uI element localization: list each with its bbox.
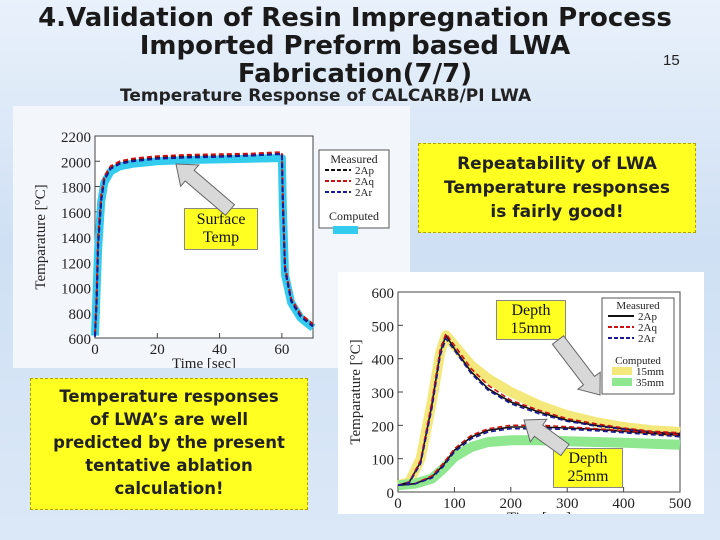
y-tick-label: 0: [387, 486, 395, 502]
prediction-line-5: calculation!: [114, 479, 224, 498]
surface-temp-tag: Surface Temp: [184, 208, 258, 250]
depth-15mm-tag: Depth 15mm: [496, 300, 566, 340]
measured-line-2Ar: [94, 153, 314, 337]
legend2-label-2Ap: 2Ap: [638, 311, 657, 323]
x-tick-label: 60: [274, 342, 289, 358]
y-tick-label: 1600: [61, 206, 91, 222]
x-tick-label: 400: [612, 496, 635, 512]
legend2-label-2Aq: 2Aq: [638, 322, 657, 334]
page-number: 15: [663, 52, 680, 69]
legend-computed-title: Computed: [329, 209, 379, 223]
measured-line-2Ar-15mm: [397, 336, 681, 487]
slide-title: 4.Validation of Resin Impregnation Proce…: [10, 4, 700, 88]
y-tick-label: 1200: [61, 256, 91, 272]
measured-line-2Ar-25mm: [397, 427, 681, 487]
subtitle: Temperature Response of CALCARB/PI LWA: [120, 86, 532, 106]
prediction-line-3: predicted by the present: [53, 433, 285, 452]
legend2-measured-title: Measured: [616, 300, 660, 312]
y-tick-label: 200: [372, 419, 395, 435]
x-tick-label: 20: [150, 342, 165, 358]
y-tick-label: 600: [69, 332, 92, 348]
legend-box: [318, 149, 390, 229]
prediction-line-2: of LWA’s are well: [90, 410, 248, 429]
depth25-tag-line-1: Depth: [568, 450, 608, 467]
y-tick-label: 2000: [61, 155, 91, 171]
measured-line-2Aq: [94, 151, 314, 335]
prediction-line-4: tentative ablation: [85, 456, 253, 475]
depth-25mm-tag: Depth 25mm: [553, 448, 623, 488]
x-axis-label: Time [sec]: [507, 510, 571, 514]
y-tick-label: 300: [372, 386, 395, 402]
prediction-line-1: Temperature responses: [59, 387, 279, 406]
y-tick-label: 400: [372, 353, 395, 369]
repeatability-line-2: Temperature responses: [444, 178, 670, 198]
y-tick-label: 800: [69, 307, 92, 323]
x-tick-label: 40: [212, 342, 227, 358]
prediction-callout: Temperature responses of LWA’s are well …: [30, 378, 308, 510]
depth25-tag-line-2: 25mm: [567, 468, 609, 485]
depth15-tag-line-2: 15mm: [510, 320, 552, 337]
y-tick-label: 600: [372, 286, 395, 302]
surface-tag-line-1: Surface: [196, 211, 246, 228]
x-tick-label: 0: [394, 496, 402, 512]
x-tick-label: 500: [669, 496, 692, 512]
surface-tag-line-2: Temp: [202, 229, 240, 246]
x-tick-label: 100: [443, 496, 466, 512]
y-tick-label: 500: [372, 319, 395, 335]
y-tick-label: 100: [372, 453, 395, 469]
legend2-computed-title: Computed: [615, 355, 661, 367]
legend-measured-title: Measured: [330, 152, 377, 166]
y-tick-label: 1000: [61, 282, 91, 298]
legend-label-2Ar: 2Ar: [355, 187, 372, 199]
measured-line-2Aq-15mm: [397, 332, 681, 487]
y-tick-label: 1800: [61, 181, 91, 197]
y-tick-label: 2200: [61, 130, 91, 146]
title-line-3: Fabrication(7/7): [237, 59, 473, 89]
x-tick-label: 200: [500, 496, 523, 512]
x-tick-label: 0: [91, 342, 99, 358]
repeatability-line-3: is fairly good!: [490, 202, 624, 222]
repeatability-callout: Repeatability of LWA Temperature respons…: [418, 143, 696, 233]
title-line-1: 4.Validation of Resin Impregnation Proce…: [38, 3, 672, 33]
x-tick-label: 300: [556, 496, 579, 512]
repeatability-line-1: Repeatability of LWA: [457, 154, 657, 174]
depth15-tag-line-1: Depth: [511, 302, 551, 319]
y-axis-label: Temparature [°C]: [33, 184, 49, 289]
title-line-2: Imported Preform based LWA: [139, 31, 571, 61]
legend2-label-35mm: 35mm: [636, 377, 665, 389]
legend-label-2Aq: 2Aq: [355, 176, 374, 188]
y-tick-label: 1400: [61, 231, 91, 247]
y-axis-label: Temparature [°C]: [348, 339, 364, 444]
legend2-label-15mm: 15mm: [636, 366, 665, 378]
legend2-label-2Ar: 2Ar: [638, 333, 655, 345]
measured-line-2Aq-25mm: [397, 424, 681, 487]
x-axis-label: Time [sec]: [172, 356, 236, 368]
legend-label-2Ap: 2Ap: [355, 165, 374, 177]
